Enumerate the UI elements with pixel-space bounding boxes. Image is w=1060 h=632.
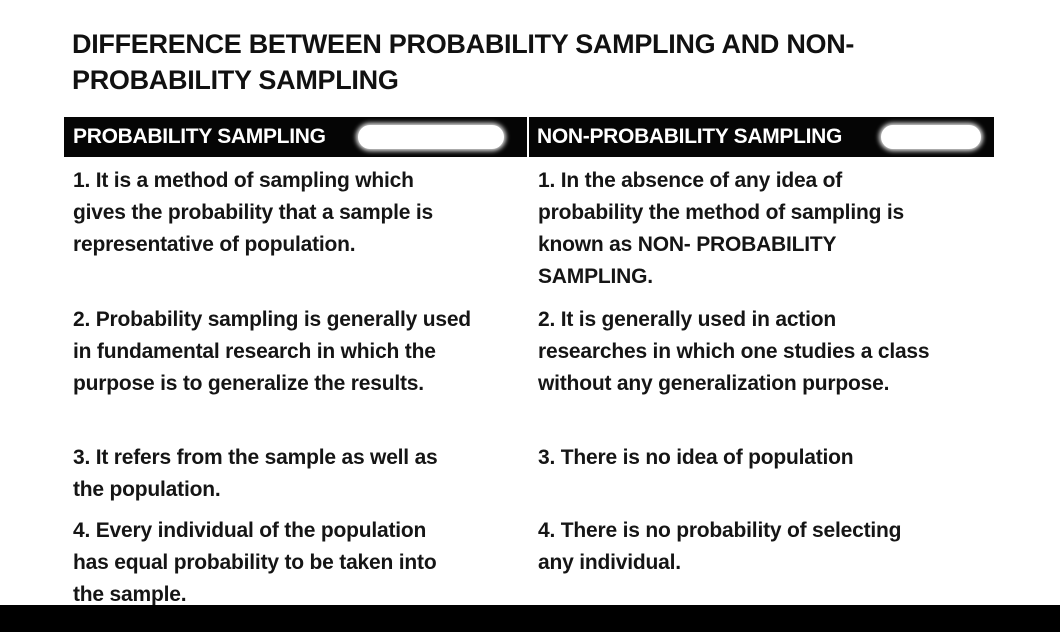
column-header-probability: PROBABILITY SAMPLING: [64, 117, 527, 157]
column-header-label: PROBABILITY SAMPLING: [73, 125, 326, 148]
column-header-label: NON-PROBABILITY SAMPLING: [537, 125, 843, 148]
row-4-left-cell: 4. Every individual of the population ha…: [73, 519, 437, 606]
row-2-left-cell: 2. Probability sampling is generally use…: [73, 308, 471, 395]
header-divider: [527, 117, 529, 157]
row-2-right-cell: 2. It is generally used in action resear…: [538, 308, 930, 395]
redaction-blob: [881, 125, 981, 149]
column-header-non-probability: NON-PROBABILITY SAMPLING: [529, 117, 994, 157]
row-3-right-cell: 3. There is no idea of population: [538, 446, 854, 469]
bottom-bar: [0, 605, 1060, 632]
page-title: DIFFERENCE BETWEEN PROBABILITY SAMPLING …: [72, 29, 855, 95]
row-1-left-cell: 1. It is a method of sampling which give…: [73, 169, 434, 256]
redaction-blob: [358, 125, 504, 149]
row-1-right-cell: 1. In the absence of any idea of probabi…: [538, 169, 904, 288]
row-4-right-cell: 4. There is no probability of selecting …: [538, 519, 902, 574]
row-3-left-cell: 3. It refers from the sample as well as …: [73, 446, 438, 501]
